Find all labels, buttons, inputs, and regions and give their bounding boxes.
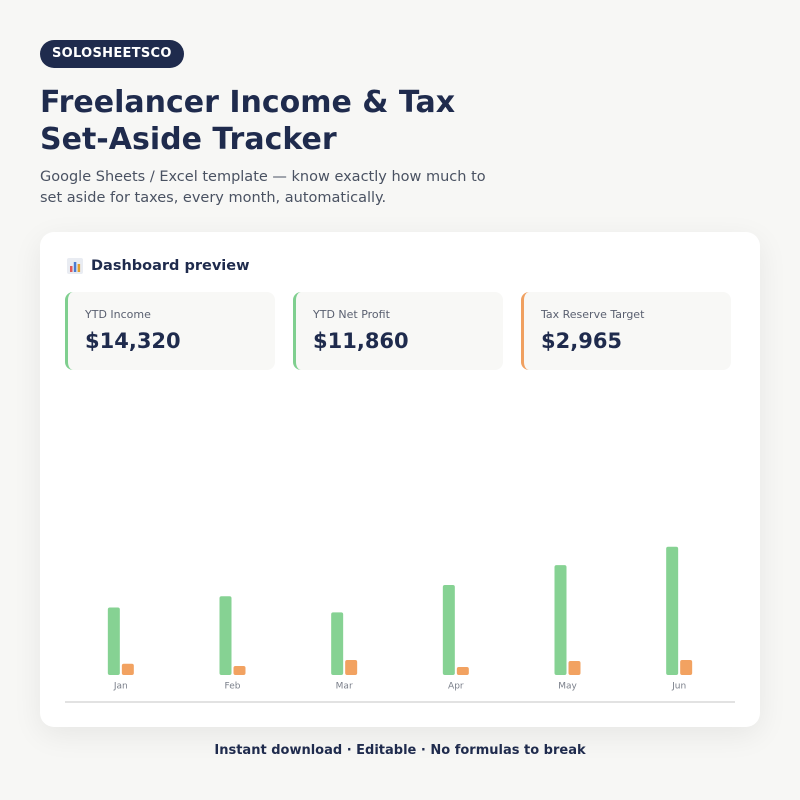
bar bbox=[331, 612, 344, 675]
stat-card: YTD Income $14,320 bbox=[65, 292, 275, 370]
stat-value: $11,860 bbox=[313, 329, 409, 353]
bar bbox=[568, 660, 581, 675]
card-header: Dashboard preview bbox=[67, 258, 250, 274]
card-title: Dashboard preview bbox=[91, 258, 250, 274]
x-tick-label: Jan bbox=[113, 682, 128, 692]
brand-badge: SOLOSHEETSCO bbox=[40, 40, 184, 68]
x-tick-label: Feb bbox=[225, 682, 241, 692]
stat-label: YTD Net Profit bbox=[313, 308, 390, 321]
bar bbox=[666, 546, 679, 675]
bar bbox=[345, 660, 358, 675]
page-title: Freelancer Income & Tax Set-Aside Tracke… bbox=[40, 85, 456, 157]
stat-value: $14,320 bbox=[85, 329, 181, 353]
bar bbox=[219, 596, 232, 675]
stat-card: YTD Net Profit $11,860 bbox=[293, 292, 503, 370]
stat-card: Tax Reserve Target $2,965 bbox=[521, 292, 731, 370]
dashboard-card: Dashboard preview YTD Income $14,320 YTD… bbox=[40, 232, 760, 727]
stat-label: Tax Reserve Target bbox=[541, 308, 645, 321]
x-tick-label: Mar bbox=[336, 682, 353, 692]
page-subtitle: Google Sheets / Excel template — know ex… bbox=[40, 169, 486, 206]
bar bbox=[554, 565, 567, 675]
chart-icon bbox=[67, 258, 83, 274]
bar bbox=[233, 666, 246, 675]
chart: Jan Feb Mar Apr May Jun bbox=[65, 546, 735, 703]
bar bbox=[680, 660, 693, 675]
bar bbox=[121, 663, 134, 675]
bar bbox=[442, 585, 455, 675]
footer-note: Instant download · Editable · No formula… bbox=[214, 743, 586, 758]
stat-value: $2,965 bbox=[541, 329, 623, 353]
x-tick-label: Apr bbox=[448, 682, 464, 692]
bar bbox=[107, 607, 120, 675]
x-tick-label: Jun bbox=[671, 682, 686, 692]
stat-label: YTD Income bbox=[85, 308, 151, 321]
bar bbox=[456, 666, 469, 675]
x-tick-label: May bbox=[558, 682, 577, 692]
